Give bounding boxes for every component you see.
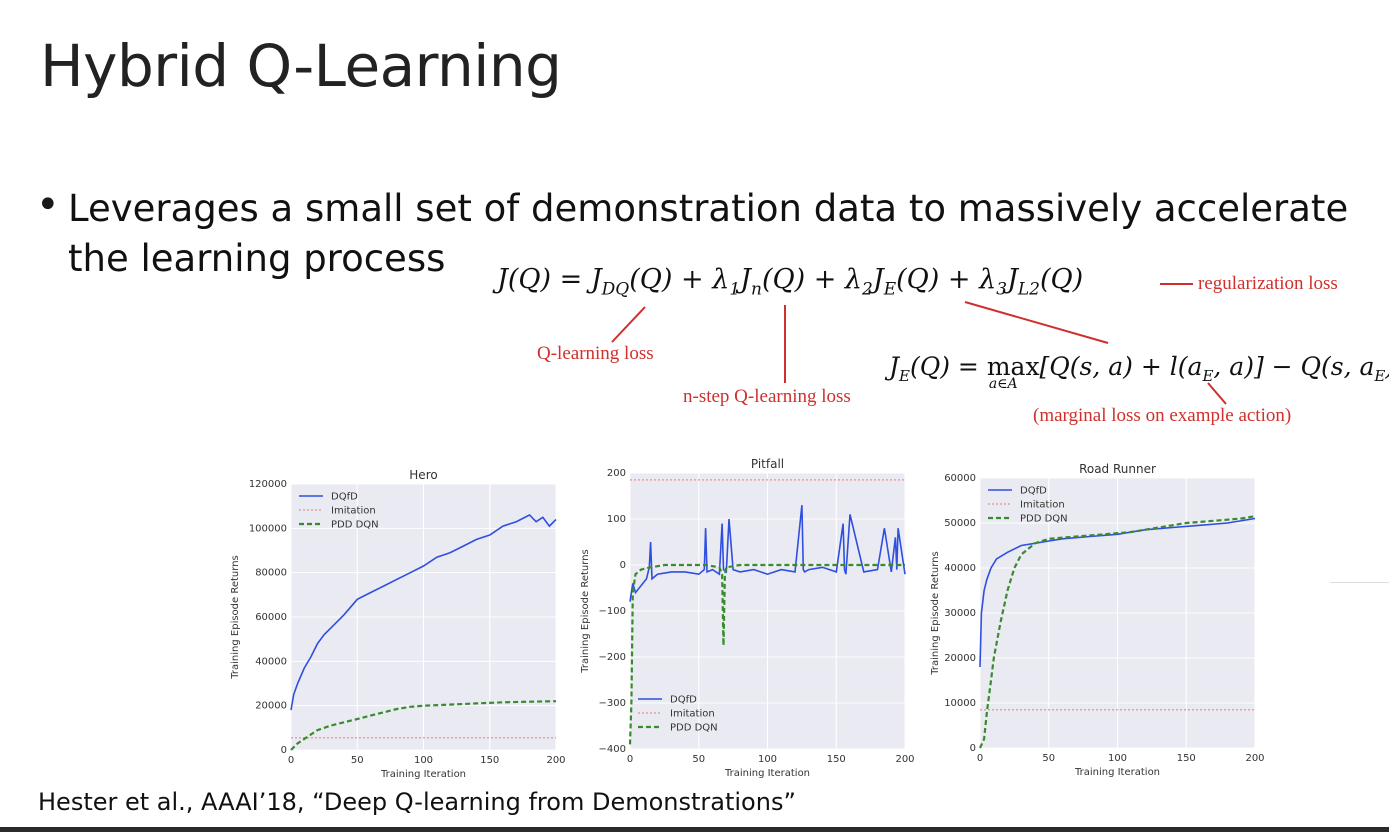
chart2-series-dqfd bbox=[979, 517, 1256, 668]
chart0-ytick-label: 20000 bbox=[255, 701, 287, 712]
chart2-legend-label: DQfD bbox=[1020, 486, 1047, 497]
chart2-legend-label: Imitation bbox=[1020, 500, 1065, 511]
chart1-xtick-label: 200 bbox=[895, 754, 914, 765]
chart2-ytick-label: 10000 bbox=[944, 698, 976, 709]
chart2-ytick-label: 20000 bbox=[944, 653, 976, 664]
road-runner-chart: 0 10000 20000 30000 40000 50000 60000 0 50 100 150… bbox=[930, 462, 1265, 778]
chart1-ytick-label: 0 bbox=[620, 560, 626, 571]
chart1-ytick-label: −100 bbox=[599, 606, 626, 617]
bullet-marker: • bbox=[36, 182, 60, 228]
chart1-series-dqfd bbox=[629, 505, 906, 602]
chart1-xtick-label: 0 bbox=[627, 754, 633, 765]
chart0-legend-label: PDD DQN bbox=[331, 520, 379, 531]
chart2-ytick-label: 60000 bbox=[944, 473, 976, 484]
chart0-xtick-label: 0 bbox=[288, 755, 294, 766]
chart0-ytick-label: 120000 bbox=[249, 479, 287, 490]
chart2-xtick-label: 100 bbox=[1108, 753, 1127, 764]
chart2-ytick-label: 50000 bbox=[944, 518, 976, 529]
chart1-xtick-label: 150 bbox=[827, 754, 846, 765]
marginal-loss-label: (marginal loss on example action) bbox=[1033, 405, 1292, 426]
chart0-series-pdd-dqn bbox=[290, 700, 557, 751]
bullet-text: Leverages a small set of demonstration d… bbox=[68, 187, 1349, 280]
chart0-xtick-label: 150 bbox=[480, 755, 499, 766]
chart1-legend-label: PDD DQN bbox=[670, 723, 718, 734]
chart2-xlabel: Training Iteration bbox=[1074, 767, 1160, 778]
chart0-legend-label: Imitation bbox=[331, 506, 376, 517]
chart2-ylabel: Training Episode Returns bbox=[930, 551, 941, 675]
chart2-xtick-label: 200 bbox=[1245, 753, 1264, 764]
pointer-marginal bbox=[1207, 382, 1227, 405]
chart0-ylabel: Training Episode Returns bbox=[230, 555, 241, 679]
bottom-strip bbox=[0, 827, 1389, 832]
chart1-ytick-label: −300 bbox=[599, 698, 626, 709]
chart2-legend-label: PDD DQN bbox=[1020, 514, 1068, 525]
chart1-xlabel: Training Iteration bbox=[724, 768, 810, 779]
chart1-ylabel: Training Episode Returns bbox=[580, 549, 591, 673]
chart0-legend-label: DQfD bbox=[331, 492, 358, 503]
chart0-xtick-label: 200 bbox=[546, 755, 565, 766]
pointer-je bbox=[964, 301, 1109, 344]
main-equation: J(Q) = JDQ(Q) + λ1Jn(Q) + λ2JE(Q) + λ3JL… bbox=[497, 264, 1084, 300]
q-learning-loss-label: Q-learning loss bbox=[537, 343, 654, 364]
pitfall-chart: −400 −300 −200 −100 0 100 200 0 50 100 150 200 Pitfa… bbox=[580, 457, 915, 779]
chart1-title: Pitfall bbox=[751, 457, 784, 471]
chart1-legend-label: Imitation bbox=[670, 709, 715, 720]
hero-chart: 0 20000 40000 60000 80000 100000 120000 0 50 100 1… bbox=[230, 468, 566, 780]
chart2-series-pdd-dqn bbox=[978, 515, 1256, 749]
chart0-xlabel: Training Iteration bbox=[380, 769, 466, 780]
chart0-title: Hero bbox=[409, 468, 437, 482]
chart1-legend-label: DQfD bbox=[670, 695, 697, 706]
chart0-series-dqfd bbox=[290, 514, 557, 711]
chart1-series-pdd-dqn bbox=[628, 563, 905, 745]
chart1-ytick-label: 100 bbox=[607, 514, 626, 525]
chart2-ytick-label: 40000 bbox=[944, 563, 976, 574]
chart0-ytick-label: 40000 bbox=[255, 656, 287, 667]
chart0-ytick-label: 80000 bbox=[255, 568, 287, 579]
chart1-xtick-label: 50 bbox=[692, 754, 705, 765]
chart1-ytick-label: −200 bbox=[599, 652, 626, 663]
chart0-ytick-label: 60000 bbox=[255, 612, 287, 623]
citation: Hester et al., AAAI’18, “Deep Q-learning… bbox=[38, 788, 796, 816]
chart2-xtick-label: 0 bbox=[977, 753, 983, 764]
chart1-ytick-label: 200 bbox=[607, 468, 626, 479]
chart2-ytick-label: 0 bbox=[970, 743, 976, 754]
chart2-xtick-label: 150 bbox=[1177, 753, 1196, 764]
chart2-ytick-label: 30000 bbox=[944, 608, 976, 619]
edge-line bbox=[1330, 582, 1389, 583]
chart0-xtick-label: 100 bbox=[414, 755, 433, 766]
slide-title: Hybrid Q-Learning bbox=[40, 32, 562, 100]
chart1-xtick-label: 100 bbox=[758, 754, 777, 765]
chart2-title: Road Runner bbox=[1079, 462, 1156, 476]
chart2-xtick-label: 50 bbox=[1042, 753, 1055, 764]
pointer-qlearning bbox=[611, 306, 646, 343]
regularization-loss-label: regularization loss bbox=[1198, 273, 1338, 294]
chart1-ytick-label: −400 bbox=[599, 744, 626, 755]
chart0-xtick-label: 50 bbox=[351, 755, 364, 766]
chart0-ytick-label: 0 bbox=[281, 745, 287, 756]
n-step-loss-label: n-step Q-learning loss bbox=[683, 386, 851, 407]
chart0-ytick-label: 100000 bbox=[249, 523, 287, 534]
margin-equation: JE(Q) = max a∈A [Q(s, a) + l(aE, a)] − Q(s… bbox=[889, 352, 1389, 392]
